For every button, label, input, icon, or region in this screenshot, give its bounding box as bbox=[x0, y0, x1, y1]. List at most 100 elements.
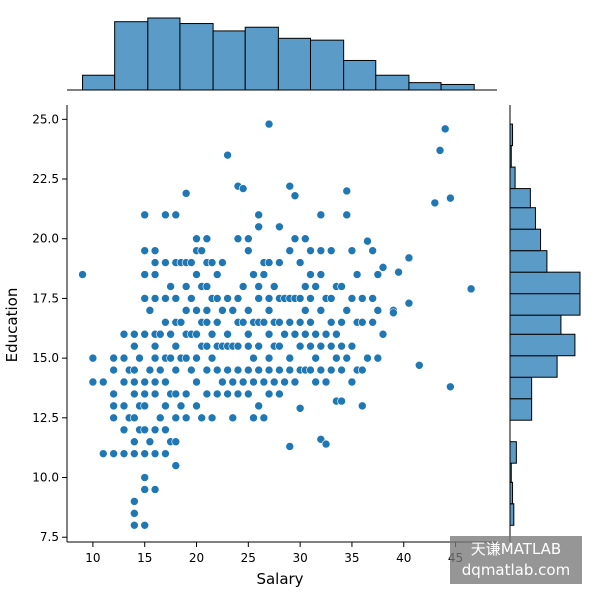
scatter-point bbox=[275, 341, 284, 351]
scatter-point bbox=[109, 449, 118, 458]
y-hist-bar bbox=[509, 293, 581, 316]
watermark: 天谦MATLAB dqmatlab.com bbox=[450, 536, 582, 584]
scatter-point bbox=[233, 389, 243, 399]
scatter-point bbox=[249, 413, 258, 423]
x-hist-bar bbox=[440, 83, 475, 91]
y-hist-bar bbox=[509, 441, 517, 464]
scatter-point bbox=[202, 318, 212, 327]
scatter-point bbox=[378, 263, 388, 272]
scatter-point bbox=[176, 401, 186, 411]
scatter-point bbox=[394, 267, 403, 277]
x-ticks: 1015202530354045 bbox=[85, 542, 463, 565]
scatter-point bbox=[192, 353, 201, 363]
scatter-point bbox=[342, 210, 352, 220]
scatter-point bbox=[466, 284, 476, 294]
scatter-point bbox=[332, 353, 341, 363]
scatter-point bbox=[171, 413, 181, 423]
scatter-point bbox=[197, 413, 206, 423]
scatter-point bbox=[285, 365, 295, 375]
scatter-point bbox=[254, 210, 263, 220]
scatter-point bbox=[181, 189, 191, 198]
y-hist-bar bbox=[509, 271, 581, 295]
scatter-point bbox=[264, 329, 274, 339]
y-hist-bar bbox=[509, 207, 536, 230]
scatter-point bbox=[181, 389, 191, 399]
scatter-point bbox=[202, 306, 212, 315]
scatter-point bbox=[404, 298, 414, 308]
x-tick-label: 15 bbox=[137, 551, 152, 565]
scatter-point bbox=[202, 341, 212, 351]
scatter-point bbox=[150, 258, 160, 267]
scatter-point bbox=[285, 246, 295, 255]
scatter-point bbox=[337, 318, 346, 327]
y-hist-bar bbox=[509, 166, 516, 190]
scatter-point bbox=[119, 401, 129, 411]
y-tick-label: 17.5 bbox=[32, 291, 59, 305]
scatter-point bbox=[244, 306, 253, 315]
scatter-point bbox=[275, 389, 284, 399]
scatter-point bbox=[155, 365, 165, 375]
scatter-point bbox=[223, 389, 232, 399]
scatter-point bbox=[202, 234, 212, 244]
scatter-point bbox=[119, 377, 129, 387]
y-tick-label: 25.0 bbox=[32, 112, 59, 126]
x-axis-label: Salary bbox=[256, 570, 303, 588]
scatter-point bbox=[140, 401, 150, 411]
scatter-point bbox=[342, 306, 352, 315]
scatter-point bbox=[181, 282, 191, 291]
scatter-point bbox=[119, 329, 129, 339]
x-hist-bar bbox=[212, 30, 246, 91]
x-hist-bar bbox=[375, 74, 410, 91]
scatter-point bbox=[145, 365, 155, 375]
scatter-point bbox=[244, 389, 253, 399]
scatter-point bbox=[181, 353, 191, 363]
scatter-point bbox=[337, 282, 346, 291]
scatter-point bbox=[192, 234, 201, 244]
scatter-point bbox=[150, 341, 160, 351]
scatter-point bbox=[109, 413, 118, 423]
x-tick-label: 30 bbox=[292, 551, 307, 565]
scatter-point bbox=[368, 294, 377, 303]
scatter-point bbox=[321, 329, 331, 339]
scatter-point bbox=[254, 365, 263, 375]
scatter-point bbox=[306, 246, 315, 255]
scatter-point bbox=[347, 246, 357, 255]
scatter-point bbox=[161, 377, 170, 387]
scatter-point bbox=[301, 329, 310, 339]
scatter-point bbox=[150, 425, 160, 435]
scatter-axes: 1015202530354045 7.510.012.515.017.520.0… bbox=[3, 89, 511, 588]
scatter-point bbox=[358, 365, 367, 375]
scatter-point bbox=[311, 353, 320, 363]
scatter-point bbox=[207, 353, 217, 363]
watermark-line-1: 天谦MATLAB bbox=[470, 540, 562, 558]
y-hist-bar bbox=[509, 314, 562, 335]
scatter-point bbox=[228, 413, 238, 423]
scatter-point bbox=[306, 365, 315, 375]
scatter-point bbox=[306, 270, 315, 279]
x-tick-label: 25 bbox=[241, 551, 256, 565]
scatter-point bbox=[264, 294, 274, 303]
scatter-point bbox=[161, 425, 170, 435]
scatter-point bbox=[414, 360, 424, 370]
scatter-point bbox=[140, 473, 150, 482]
scatter-point bbox=[109, 389, 118, 399]
scatter-point bbox=[326, 294, 336, 303]
scatter-point bbox=[363, 353, 372, 363]
scatter-point bbox=[140, 377, 150, 387]
scatter-point bbox=[155, 329, 165, 339]
scatter-point bbox=[290, 191, 300, 201]
y-tick-label: 15.0 bbox=[32, 351, 59, 365]
scatter-point bbox=[181, 306, 191, 315]
scatter-point bbox=[150, 485, 160, 494]
scatter-point bbox=[171, 365, 181, 375]
scatter-point bbox=[295, 341, 305, 351]
scatter-point bbox=[218, 377, 227, 387]
scatter-point bbox=[264, 306, 274, 315]
scatter-point bbox=[275, 318, 284, 327]
scatter-point bbox=[223, 294, 232, 303]
scatter-point bbox=[347, 341, 357, 351]
scatter-point bbox=[233, 294, 243, 303]
scatter-point bbox=[192, 377, 201, 387]
y-hist-bar bbox=[509, 503, 515, 526]
scatter-point bbox=[358, 294, 367, 303]
